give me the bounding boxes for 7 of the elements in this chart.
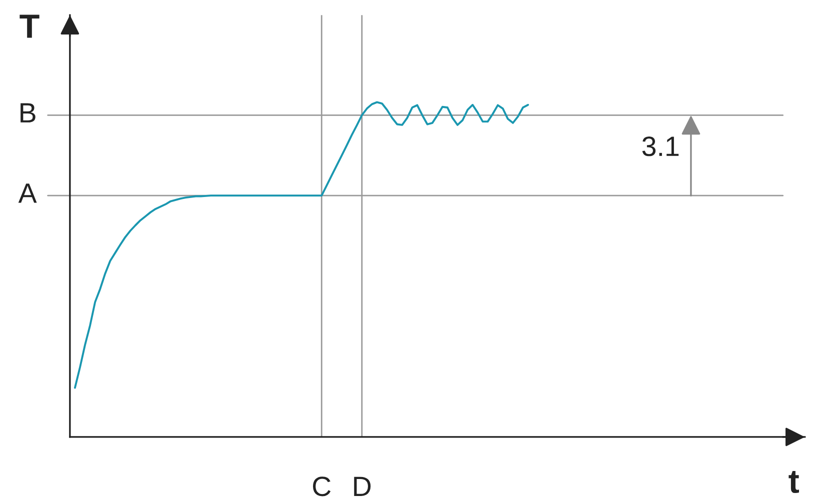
x-axis-title: t	[788, 471, 799, 494]
ref-line-label: B	[20, 103, 36, 122]
y-axis-title: T	[20, 14, 40, 38]
annotation: 3.1	[642, 136, 679, 156]
ref-line-label: A	[18, 184, 37, 203]
x-tick-label: C	[312, 476, 331, 496]
x-tick-label: D	[354, 476, 371, 496]
